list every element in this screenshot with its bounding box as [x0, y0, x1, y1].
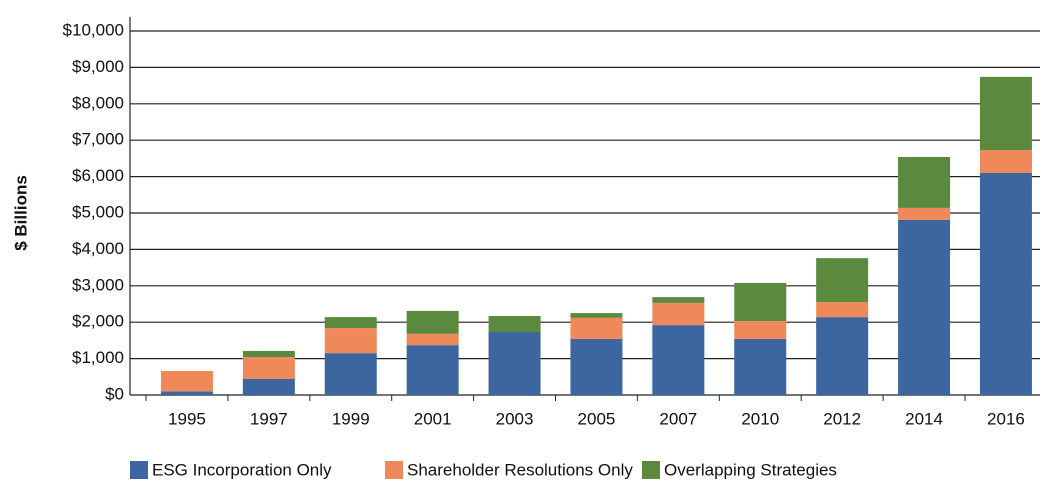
bar-segment [898, 207, 951, 220]
bar-segment [160, 370, 213, 392]
bar-segment [570, 317, 623, 339]
bar-segment [570, 313, 623, 318]
legend-swatch [642, 461, 660, 479]
bar-segment [898, 219, 951, 395]
x-tick-label: 2003 [496, 409, 534, 428]
bar-segment [652, 325, 705, 395]
y-tick-label: $0 [105, 384, 124, 403]
bar-segment [979, 172, 1032, 395]
bar-segment [242, 357, 295, 379]
legend-label: Shareholder Resolutions Only [407, 460, 633, 479]
bar-segment [406, 310, 459, 334]
y-tick-label: $7,000 [72, 130, 124, 149]
y-tick-label: $3,000 [72, 275, 124, 294]
bar-segment [979, 150, 1032, 173]
x-tick-label: 1995 [168, 409, 206, 428]
bar-segment [324, 353, 377, 395]
bar-segment [242, 378, 295, 395]
legend-swatch [385, 461, 403, 479]
y-axis-label: $ Billions [11, 175, 30, 251]
x-tick-label: 2001 [414, 409, 452, 428]
bar-segment [324, 328, 377, 354]
y-tick-label: $9,000 [72, 57, 124, 76]
x-tick-label: 2007 [659, 409, 697, 428]
y-tick-label: $8,000 [72, 93, 124, 112]
bar-segment [898, 156, 951, 208]
y-tick-label: $5,000 [72, 202, 124, 221]
bar-segment [734, 321, 787, 339]
bar-segment [488, 316, 541, 333]
y-tick-label: $1,000 [72, 348, 124, 367]
bar-segment [570, 338, 623, 395]
bar-segment [406, 345, 459, 395]
x-tick-label: 2005 [578, 409, 616, 428]
legend-swatch [130, 461, 148, 479]
x-tick-label: 2010 [741, 409, 779, 428]
y-tick-label: $2,000 [72, 312, 124, 331]
y-tick-label: $10,000 [63, 20, 124, 39]
bar-segment [488, 332, 541, 395]
bar-segment [406, 333, 459, 346]
bar-segment [652, 302, 705, 326]
x-tick-label: 2014 [905, 409, 943, 428]
bar-segment [734, 282, 787, 322]
x-tick-label: 2012 [823, 409, 861, 428]
bar-segment [652, 297, 705, 303]
bar-segment [816, 258, 869, 303]
x-tick-label: 1999 [332, 409, 370, 428]
y-tick-label: $4,000 [72, 239, 124, 258]
bar-segment [816, 302, 869, 318]
bar-segment [734, 338, 787, 395]
bar-segment [816, 317, 869, 395]
y-tick-label: $6,000 [72, 166, 124, 185]
x-tick-label: 1997 [250, 409, 288, 428]
legend-label: ESG Incorporation Only [152, 460, 332, 479]
x-tick-label: 2016 [987, 409, 1025, 428]
bar-segment [324, 317, 377, 329]
bar-segment [979, 76, 1032, 151]
bar-segment [242, 350, 295, 358]
legend-label: Overlapping Strategies [664, 460, 837, 479]
bar-segment [160, 391, 213, 395]
